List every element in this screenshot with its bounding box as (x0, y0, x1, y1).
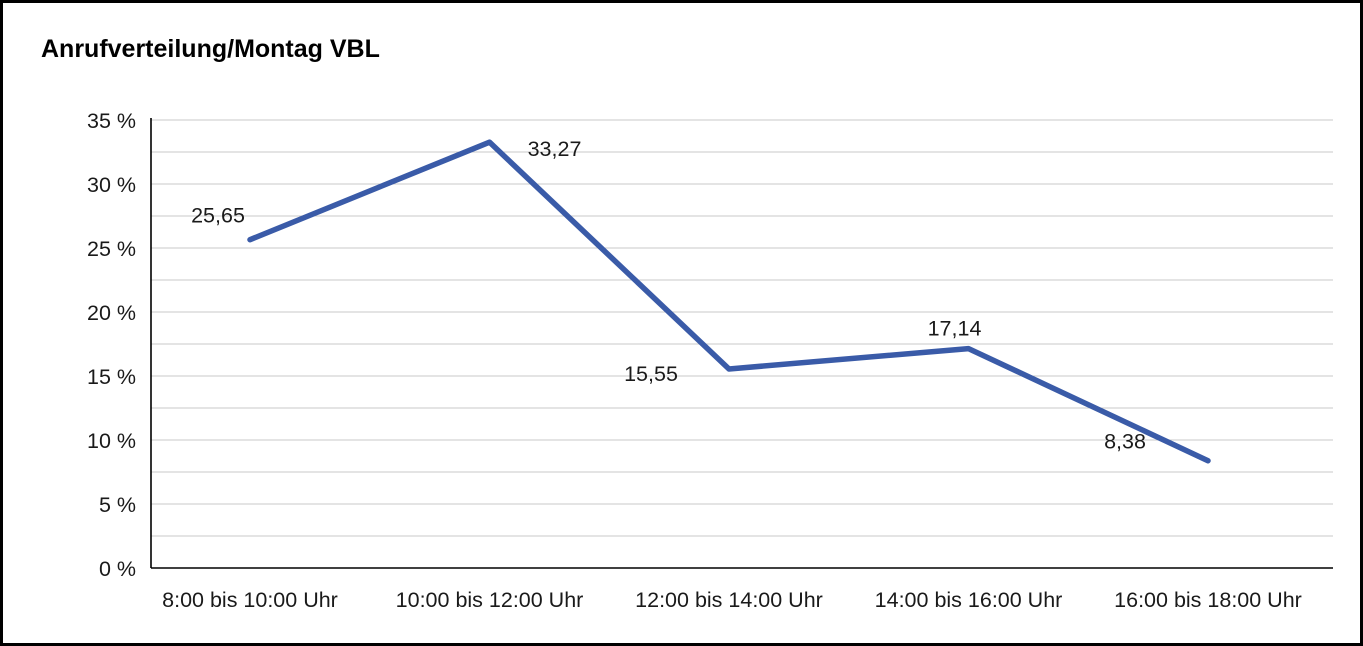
y-tick-label: 25 % (87, 237, 136, 261)
y-tick-label: 35 % (87, 109, 136, 133)
data-label: 8,38 (1104, 430, 1146, 454)
data-label: 15,55 (624, 362, 678, 386)
data-label: 33,27 (528, 137, 582, 161)
y-tick-label: 15 % (87, 365, 136, 389)
y-tick-label: 0 % (99, 557, 136, 581)
x-tick-label: 8:00 bis 10:00 Uhr (162, 588, 338, 612)
x-tick-label: 10:00 bis 12:00 Uhr (396, 588, 584, 612)
x-tick-label: 12:00 bis 14:00 Uhr (635, 588, 823, 612)
chart-title: Anrufverteilung/Montag VBL (41, 35, 380, 63)
y-tick-label: 5 % (99, 493, 136, 517)
line-chart: 0 % 5 % 10 % 15 % 20 % 25 % 30 % 35 % 8:00 bis 1… (87, 109, 1333, 612)
x-tick-label: 16:00 bis 18:00 Uhr (1114, 588, 1302, 612)
data-label: 25,65 (191, 204, 245, 228)
x-tick-label: 14:00 bis 16:00 Uhr (875, 588, 1063, 612)
data-label: 17,14 (928, 317, 982, 341)
y-tick-label: 30 % (87, 173, 136, 197)
y-tick-label: 10 % (87, 429, 136, 453)
series-line (247, 139, 1211, 464)
y-tick-label: 20 % (87, 301, 136, 325)
